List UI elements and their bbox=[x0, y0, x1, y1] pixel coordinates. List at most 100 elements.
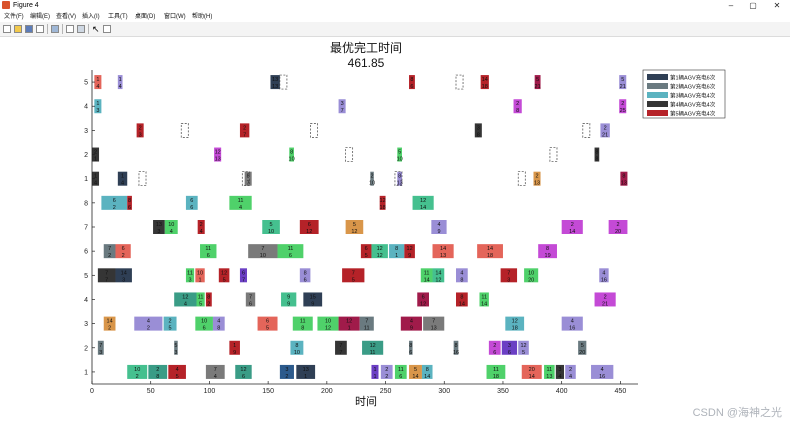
task-bar: 416 bbox=[599, 268, 609, 283]
menu-tools[interactable]: 工具(T) bbox=[108, 14, 128, 20]
task-label-bottom: 18 bbox=[493, 374, 499, 380]
figure-toolbar: ↖ bbox=[0, 22, 790, 37]
task-bar-rect bbox=[362, 340, 384, 355]
task-bar-rect bbox=[505, 316, 525, 331]
task-bar-rect bbox=[117, 75, 123, 90]
task-label-bottom: 7 bbox=[105, 277, 108, 283]
task-label-bottom: 13 bbox=[215, 157, 221, 163]
task-label-bottom: 18 bbox=[512, 326, 518, 332]
menu-file[interactable]: 文件(F) bbox=[4, 14, 24, 20]
task-label-top: 12 bbox=[420, 198, 426, 204]
task-label-top: 10 bbox=[325, 319, 331, 325]
layout-icon[interactable] bbox=[66, 25, 74, 33]
new-figure-icon[interactable] bbox=[3, 25, 11, 33]
task-label-top: 8 bbox=[454, 343, 457, 349]
task-label-bottom: 5 bbox=[223, 277, 226, 283]
y-tick-label: 7 bbox=[84, 225, 88, 232]
legend-entry: 第3辆AGV充电4次 bbox=[670, 92, 716, 100]
task-label-top: 10 bbox=[201, 319, 207, 325]
print-icon[interactable] bbox=[36, 25, 44, 33]
task-label-top: 4 bbox=[571, 319, 574, 325]
task-label-top: 1 bbox=[119, 77, 122, 83]
task-label-top: 2 bbox=[621, 101, 624, 107]
property-icon[interactable] bbox=[103, 25, 111, 33]
task-label-top: 11 bbox=[398, 367, 404, 373]
task-label-top: 8 bbox=[247, 174, 250, 180]
menu-insert[interactable]: 插入(I) bbox=[82, 14, 100, 20]
x-tick-label: 300 bbox=[438, 388, 450, 395]
task-label-bottom: 21 bbox=[535, 84, 541, 90]
task-bar: 810 bbox=[290, 340, 304, 356]
task-bar-rect bbox=[101, 195, 128, 210]
insert-colorbar-icon[interactable] bbox=[77, 25, 85, 33]
task-label-bottom: 6 bbox=[304, 277, 307, 283]
task-bar-rect bbox=[538, 244, 557, 259]
task-bar: 74 bbox=[205, 364, 225, 380]
task-label-top: 2 bbox=[493, 343, 496, 349]
zoom-icon[interactable] bbox=[51, 25, 59, 33]
task-bar-rect bbox=[397, 171, 402, 186]
task-bar: 106 bbox=[195, 316, 213, 332]
close-button[interactable]: ✕ bbox=[773, 1, 781, 10]
task-bar: 65 bbox=[360, 244, 372, 259]
task-bar: 77 bbox=[335, 340, 347, 356]
menu-window[interactable]: 窗口(W) bbox=[164, 14, 186, 20]
task-label-bottom: 5 bbox=[199, 301, 202, 307]
task-bar-rect bbox=[456, 268, 468, 283]
task-label-top: 3 bbox=[558, 367, 561, 373]
task-label-bottom: 12 bbox=[325, 326, 331, 332]
task-label-top: 2 bbox=[571, 222, 574, 228]
task-label-bottom: 9 bbox=[410, 326, 413, 332]
task-label-bottom: 2 bbox=[207, 301, 210, 307]
y-tick-label: 5 bbox=[84, 80, 88, 87]
task-label-top: 2 bbox=[94, 150, 97, 156]
matlab-app-icon bbox=[2, 1, 10, 9]
task-bar-rect bbox=[432, 268, 445, 283]
pointer-icon[interactable]: ↖ bbox=[92, 24, 100, 34]
task-bar-rect bbox=[97, 268, 116, 283]
task-label-top: 2 bbox=[243, 125, 246, 131]
task-bar: 819 bbox=[538, 244, 557, 259]
task-bar: 49 bbox=[431, 220, 447, 235]
task-label-top: 10 bbox=[528, 270, 534, 276]
task-bar-rect bbox=[235, 364, 252, 379]
task-label-bottom: 12 bbox=[351, 229, 357, 235]
task-label-top: 13 bbox=[156, 222, 162, 228]
task-label-top: 13 bbox=[272, 77, 278, 83]
task-bar-rect bbox=[521, 364, 542, 379]
task-bar-rect bbox=[578, 340, 587, 355]
maximize-button[interactable]: ▢ bbox=[749, 1, 757, 10]
task-label-top: 1 bbox=[96, 101, 99, 107]
task-bar: 14 bbox=[94, 75, 102, 90]
save-icon[interactable] bbox=[25, 25, 33, 33]
menu-help[interactable]: 帮助(H) bbox=[192, 14, 213, 20]
task-label-bottom: 9 bbox=[233, 350, 236, 356]
task-label-top: 2 bbox=[516, 101, 519, 107]
menu-desktop[interactable]: 桌面(D) bbox=[135, 14, 156, 20]
task-bar: 220 bbox=[608, 220, 628, 235]
task-bar: 118 bbox=[292, 316, 313, 332]
task-label-bottom: 21 bbox=[602, 132, 608, 138]
task-bar: 77 bbox=[97, 268, 116, 283]
task-bar: 88 bbox=[594, 147, 600, 163]
task-bar: 124 bbox=[174, 292, 197, 307]
task-bar: 213 bbox=[533, 171, 541, 187]
task-bar: 816 bbox=[453, 340, 459, 356]
task-label-top: 14 bbox=[121, 270, 127, 276]
task-label-bottom: 8 bbox=[301, 326, 304, 332]
task-bar: 62 bbox=[115, 244, 131, 259]
task-label-top: 2 bbox=[156, 367, 159, 373]
task-bar: 82 bbox=[205, 292, 212, 307]
minimize-button[interactable]: – bbox=[728, 1, 734, 10]
task-label-bottom: 6 bbox=[242, 374, 245, 380]
task-bar-rect bbox=[134, 316, 163, 331]
task-label-bottom: 21 bbox=[602, 301, 608, 307]
open-icon[interactable] bbox=[14, 25, 22, 33]
task-bar: 142 bbox=[103, 316, 116, 332]
menu-view[interactable]: 查看(V) bbox=[56, 14, 76, 20]
menu-edit[interactable]: 编辑(E) bbox=[30, 14, 50, 20]
task-bar: 510 bbox=[397, 147, 403, 163]
